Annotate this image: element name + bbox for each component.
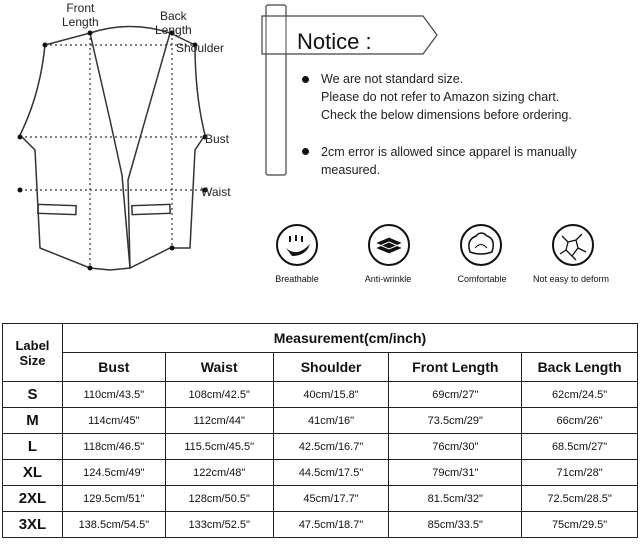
measurement-cell: 73.5cm/29" [388,407,523,434]
size-cell: 3XL [2,511,63,538]
measurement-cell: 68.5cm/27" [521,433,638,460]
measurement-header: Measurement(cm/inch) [61,323,639,353]
measurement-cell: 114cm/45" [61,407,166,434]
feature-not-easy-to-deform: Not easy to deform [532,274,610,284]
measurement-cell: 72.5cm/28.5" [521,485,638,512]
column-header: Waist [164,352,274,382]
steam-icon [276,224,318,266]
waist-label: Waist [201,185,231,199]
measurement-cell: 40cm/15.8" [272,381,390,408]
measurement-cell: 133cm/52.5" [164,511,274,538]
table-row: 2XL 129.5cm/51" 128cm/50.5" 45cm/17.7" 81.5c… [2,485,638,512]
notice-bullet-1: We are not standard size. Please do not … [321,70,572,124]
feature-comfortable: Comfortable [457,274,507,284]
size-cell: 2XL [2,485,63,512]
measurement-cell: 112cm/44" [164,407,274,434]
size-cell: L [2,433,63,460]
measurement-cell: 129.5cm/51" [61,485,166,512]
notice-line: 2cm error is allowed since apparel is ma… [321,145,577,159]
layers-icon [368,224,410,266]
measurement-cell: 118cm/46.5" [61,433,166,460]
measurement-cell: 108cm/42.5" [164,381,274,408]
measurement-cell: 81.5cm/32" [388,485,523,512]
measurement-cell: 85cm/33.5" [388,511,523,538]
back-length-label: Back Length [155,9,192,37]
table-row: M 114cm/45" 112cm/44" 41cm/16" 73.5cm/29" 66c… [2,407,638,434]
measurement-cell: 66cm/26" [521,407,638,434]
notice-line: We are not standard size. [321,72,464,86]
measurement-cell: 71cm/28" [521,459,638,486]
crack-icon [552,224,594,266]
measurement-cell: 69cm/27" [388,381,523,408]
column-header: Shoulder [272,352,390,382]
notice-line: measured. [321,163,381,177]
measurement-cell: 122cm/48" [164,459,274,486]
feature-anti-wrinkle: Anti-wrinkle [364,274,412,284]
measurement-cell: 110cm/43.5" [61,381,166,408]
measurement-cell: 42.5cm/16.7" [272,433,390,460]
table-row: 3XL 138.5cm/54.5" 133cm/52.5" 47.5cm/18.7" 8… [2,511,638,538]
measurement-cell: 76cm/30" [388,433,523,460]
column-header: Front Length [388,352,523,382]
signpost-icon [261,4,438,176]
bullet-icon [302,148,309,155]
table-row: S 110cm/43.5" 108cm/42.5" 40cm/15.8" 69cm/27… [2,381,638,408]
notice-line: Check the below dimensions before orderi… [321,108,572,122]
measurement-cell: 75cm/29.5" [521,511,638,538]
bullet-icon [302,76,309,83]
label-size-header: Label Size [2,323,63,382]
front-length-label: Front Length [62,1,99,29]
measurement-cell: 41cm/16" [272,407,390,434]
table-row: XL 124.5cm/49" 122cm/48" 44.5cm/17.5" 79cm/3… [2,459,638,486]
measurement-cell: 124.5cm/49" [61,459,166,486]
table-row: L 118cm/46.5" 115.5cm/45.5" 42.5cm/16.7" 76c… [2,433,638,460]
shoulder-label: Shoulder [176,41,225,55]
size-cell: XL [2,459,63,486]
measurement-cell: 45cm/17.7" [272,485,390,512]
measurement-cell: 128cm/50.5" [164,485,274,512]
measurement-cell: 138.5cm/54.5" [61,511,166,538]
measurement-cell: 79cm/31" [388,459,523,486]
size-cell: M [2,407,63,434]
feature-breathable: Breathable [275,274,319,284]
notice-bullet-2: 2cm error is allowed since apparel is ma… [321,143,577,179]
bust-label: Bust [205,132,230,146]
size-table: Label Size Measurement(cm/inch) Bust Wais… [2,323,639,538]
cloud-pillow-icon [460,224,502,266]
notice-line: Please do not refer to Amazon sizing cha… [321,90,560,104]
measurement-cell: 44.5cm/17.5" [272,459,390,486]
measurement-cell: 47.5cm/18.7" [272,511,390,538]
column-header: Back Length [521,352,638,382]
notice-title: Notice : [297,29,372,54]
measurement-cell: 62cm/24.5" [521,381,638,408]
vest-diagram [17,25,208,271]
column-header: Bust [61,352,166,382]
size-cell: S [2,381,63,408]
measurement-cell: 115.5cm/45.5" [164,433,274,460]
